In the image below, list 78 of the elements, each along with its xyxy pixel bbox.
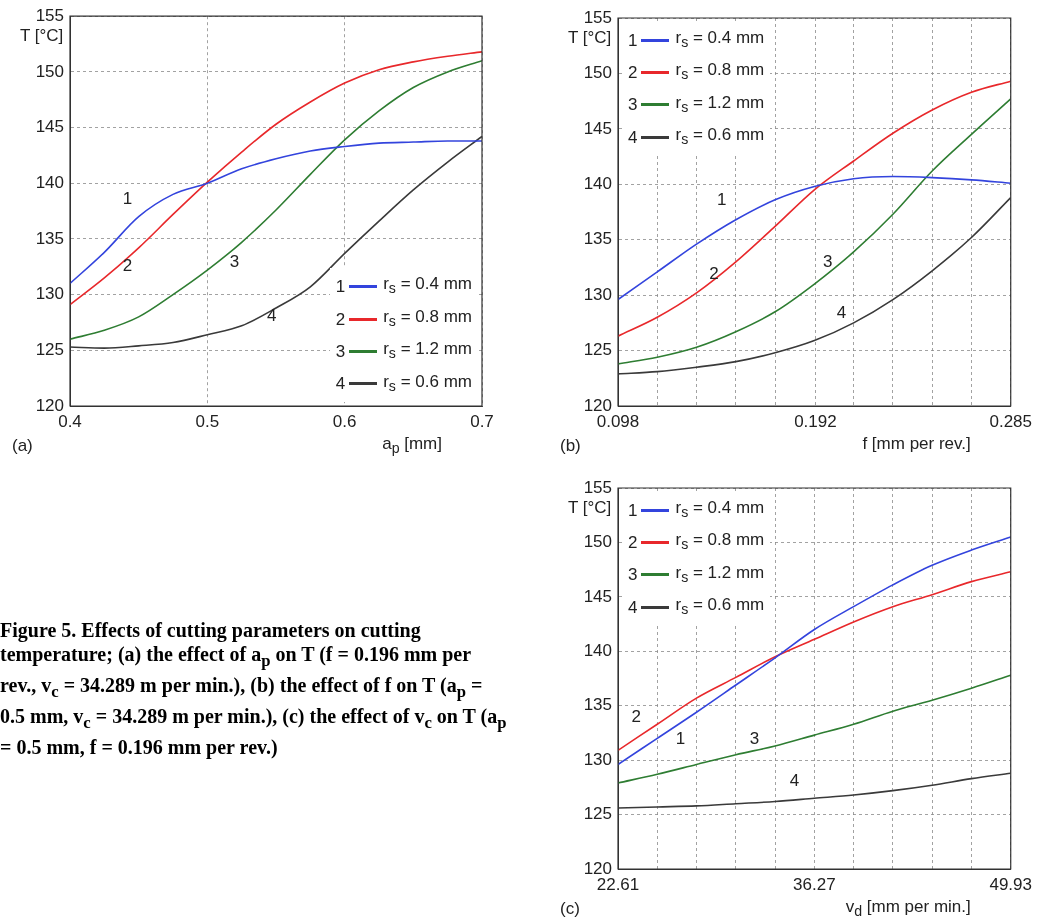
annotation: 3: [335, 340, 346, 363]
y-tick-label: 150: [35, 61, 64, 81]
legend-label: r$_{s}$ = 0.4 mm: [675, 27, 765, 53]
annotation: 4: [628, 126, 638, 149]
x-tick-label: 0.192: [794, 411, 837, 431]
y-tick-label: 125: [35, 340, 64, 359]
line-series: [618, 80, 1011, 337]
line-series: [618, 674, 1011, 784]
annotation: 3: [749, 729, 760, 750]
y-axis-title: T [°C]: [568, 28, 612, 48]
annotation: 1: [628, 499, 638, 522]
x-axis-title: v$_{d}$ [mm per min.]: [845, 897, 971, 920]
annotation: 2: [628, 532, 638, 555]
annotation: 2: [628, 62, 638, 85]
legend-label: r$_{s}$ = 1.2 mm: [675, 561, 765, 588]
legend-label: r$_{s}$ = 0.4 mm: [675, 497, 765, 523]
annotation: 1: [628, 29, 638, 52]
y-tick-label: 130: [583, 284, 612, 304]
y-tick-label: 155: [583, 7, 612, 27]
y-tick-label: 135: [35, 228, 64, 248]
y-axis-title: T [°C]: [20, 26, 64, 47]
annotation: 2: [709, 264, 719, 285]
y-tick-label: 140: [583, 173, 612, 193]
x-tick-label: 0.6: [332, 411, 357, 431]
x-tick-label: 0.5: [195, 411, 220, 431]
y-tick-label: 155: [35, 5, 64, 25]
annotation: 4: [789, 771, 800, 792]
legend-label: r$_{s}$ = 0.4 mm: [383, 273, 472, 299]
legend-label: r$_{s}$ = 0.8 mm: [675, 59, 765, 85]
x-tick-label: 49.93: [989, 874, 1032, 894]
y-tick-label: 150: [583, 532, 612, 552]
legend-label: r$_{s}$ = 0.6 mm: [383, 370, 472, 396]
y-tick-label: 125: [583, 804, 612, 824]
y-tick-label: 130: [35, 284, 64, 304]
y-tick-label: 135: [583, 695, 612, 715]
annotation: 3: [823, 252, 833, 273]
x-tick-label: 0.7: [470, 411, 494, 431]
annotation: 1: [717, 190, 727, 211]
legend-label: r$_{s}$ = 0.8 mm: [383, 305, 472, 332]
legend-label: r$_{s}$ = 0.8 mm: [675, 529, 765, 555]
y-tick-label: 155: [583, 477, 612, 497]
annotation: 4: [335, 373, 346, 396]
annotation: 2: [122, 255, 133, 276]
x-axis-title: a$_{p}$ [mm]: [382, 434, 442, 457]
annotation: 2: [631, 706, 641, 727]
y-tick-label: 145: [583, 586, 612, 606]
annotation: 4: [266, 306, 277, 327]
annotation: 3: [628, 564, 638, 587]
annotation: 3: [628, 94, 638, 117]
x-axis-title: f [mm per rev.]: [862, 434, 971, 454]
legend-label: r$_{s}$ = 1.2 mm: [383, 338, 472, 364]
text: (c): [560, 899, 580, 919]
y-tick-label: 145: [583, 118, 612, 138]
y-axis-title: T [°C]: [568, 498, 612, 518]
y-tick-label: 150: [583, 63, 612, 83]
annotation: 1: [122, 189, 133, 210]
text: (a): [12, 436, 33, 456]
y-tick-label: 125: [583, 340, 612, 360]
y-tick-label: 140: [35, 172, 64, 192]
x-tick-label: 36.27: [793, 874, 836, 894]
chart-title: Figure 5. Effects of cutting parameters on cutting temperature; (a) the effect of a$_{p}$ on T (f = 0.196 mm per rev., v$_{c}$ = 34.289 m per min.), (b) the effect of f on T (a$_{p}$ = 0.5 mm, v$_{c}$ = 34.289 m per min.), (c) the effect of v$_{c}$ on T (a$_{p}$ = 0.5 mm, f = 0.196 mm per rev.): [0, 619, 507, 758]
legend-label: r$_{s}$ = 0.6 mm: [675, 594, 765, 620]
legend-label: r$_{s}$ = 1.2 mm: [675, 91, 765, 118]
annotation: 1: [335, 276, 346, 299]
annotation: 4: [628, 596, 638, 619]
y-tick-label: 145: [35, 117, 64, 137]
line-series: [618, 175, 1011, 301]
annotation: 4: [836, 302, 847, 323]
y-tick-label: 130: [583, 749, 612, 769]
text: (b): [560, 436, 581, 456]
legend-label: r$_{s}$ = 0.6 mm: [675, 124, 765, 150]
annotation: 2: [335, 308, 346, 331]
y-tick-label: 135: [583, 229, 612, 249]
annotation: 3: [229, 251, 240, 272]
y-tick-label: 140: [583, 640, 612, 660]
annotation: 1: [675, 729, 686, 750]
x-tick-label: 0.285: [989, 411, 1032, 431]
line-series: [618, 98, 1011, 365]
